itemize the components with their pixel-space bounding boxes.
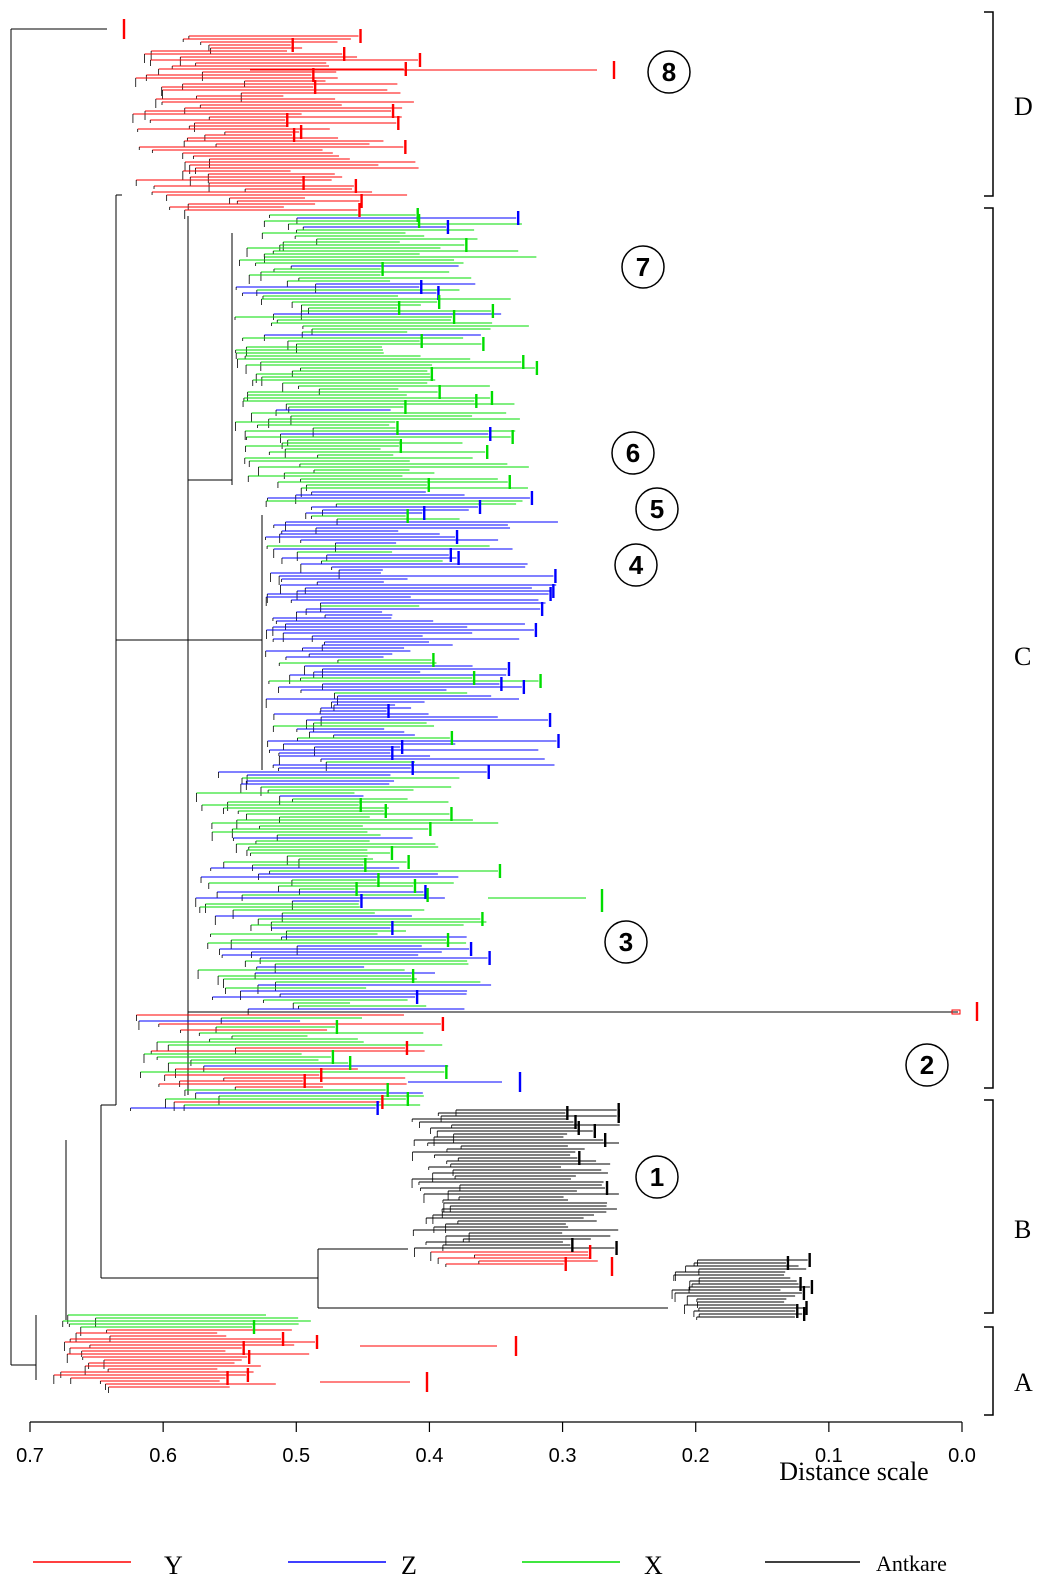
axis-tick-label: 0.5	[282, 1445, 310, 1467]
clade-label-a: A	[1014, 1368, 1033, 1397]
marker-1: 1	[650, 1162, 664, 1192]
marker-circle-1	[635, 1155, 679, 1199]
clade-a-branches	[53, 1314, 316, 1393]
marker-circle-3	[604, 920, 648, 964]
marker-4: 4	[629, 550, 644, 580]
clade-b-upper-branches	[411, 1109, 620, 1257]
marker-circle-4	[614, 543, 658, 587]
distance-axis: 0.7 0.6 0.5 0.4 0.3 0.2 0.1 0.0	[16, 1421, 976, 1467]
marker-circle-5	[635, 487, 679, 531]
clade-b-red-branches	[430, 1251, 598, 1267]
axis-tick-label: 0.0	[948, 1445, 976, 1467]
clade-bracket-b	[984, 1099, 994, 1314]
axis-tick-label: 0.7	[16, 1445, 44, 1467]
axis-title: Distance scale	[779, 1457, 928, 1486]
axis-tick-label: 0.4	[416, 1445, 444, 1467]
clade-c-blue-branches	[265, 491, 558, 771]
marker-circle-8	[647, 50, 691, 94]
numbered-markers: 8 7 6 5 4 3 2 1	[604, 50, 949, 1199]
clade-c-bottom-branches	[130, 1014, 449, 1111]
branch	[951, 1009, 961, 1015]
axis-tick-label: 0.6	[149, 1445, 177, 1467]
clade-c-lower-branches	[195, 771, 499, 1015]
axis-tick-label: 0.1	[815, 1445, 843, 1467]
clade-label-d: D	[1014, 92, 1033, 121]
legend-label-z: Z	[401, 1551, 417, 1580]
clade-label-b: B	[1014, 1215, 1031, 1244]
legend-label-antkare: Antkare	[876, 1551, 947, 1576]
legend: Y Z X Antkare	[33, 1551, 947, 1580]
marker-6: 6	[626, 438, 640, 468]
marker-circle-7	[621, 245, 665, 289]
marker-3: 3	[619, 927, 633, 957]
legend-label-y: Y	[164, 1551, 183, 1580]
marker-2: 2	[920, 1050, 934, 1080]
marker-circle-6	[611, 431, 655, 475]
clade-label-c: C	[1014, 642, 1031, 671]
marker-8: 8	[662, 57, 676, 87]
marker-5: 5	[650, 494, 664, 524]
marker-circle-2	[905, 1043, 949, 1087]
legend-label-x: X	[644, 1551, 663, 1580]
tree-backbone	[10, 28, 958, 1380]
clade-b-lower-branches	[671, 1259, 810, 1320]
tree-leaves	[53, 35, 961, 1393]
clade-bracket-d	[984, 11, 994, 197]
axis-tick-label: 0.3	[549, 1445, 577, 1467]
clade-c-upper-branches	[234, 214, 537, 497]
clade-bracket-a	[984, 1326, 994, 1416]
axis-tick-label: 0.2	[682, 1445, 710, 1467]
tip-markers	[122, 19, 979, 1392]
clade-d-branches	[132, 35, 419, 219]
marker-7: 7	[636, 252, 650, 282]
clade-brackets	[984, 11, 994, 1416]
clade-bracket-c	[984, 207, 994, 1089]
